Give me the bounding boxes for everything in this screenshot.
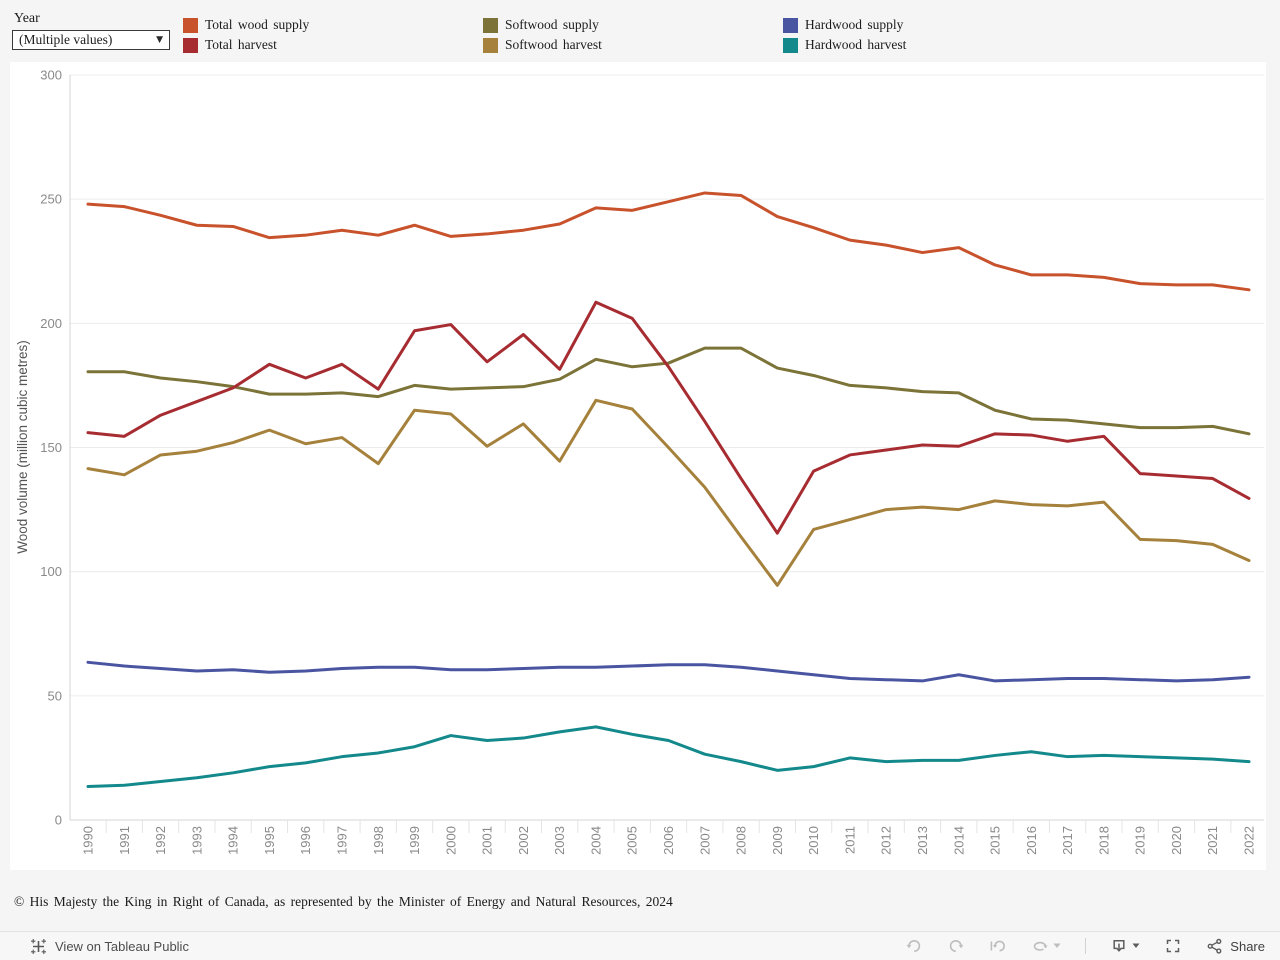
svg-text:1992: 1992	[153, 826, 168, 855]
legend-item-total-harvest: Total harvest	[183, 37, 277, 53]
share-button[interactable]: Share	[1206, 937, 1265, 955]
year-filter-dropdown[interactable]: (Multiple values) ▼	[12, 30, 170, 50]
toolbar-actions: Share	[881, 937, 1265, 955]
total-harvest-swatch	[183, 37, 198, 53]
svg-text:1991: 1991	[117, 826, 132, 855]
legend-item-softwood-supply: Softwood supply	[483, 17, 599, 33]
legend-label: Softwood supply	[505, 17, 599, 32]
svg-text:200: 200	[40, 316, 62, 331]
svg-text:2008: 2008	[734, 826, 749, 855]
legend-label: Total harvest	[205, 37, 277, 52]
svg-text:2014: 2014	[951, 826, 966, 855]
svg-text:2016: 2016	[1024, 826, 1039, 855]
refresh-button[interactable]	[1031, 937, 1061, 955]
redo-icon	[950, 940, 964, 952]
svg-text:1998: 1998	[371, 826, 386, 855]
svg-text:150: 150	[40, 440, 62, 455]
revert-button[interactable]	[989, 937, 1007, 955]
tableau-logo-icon	[31, 938, 46, 954]
share-label: Share	[1230, 938, 1265, 954]
legend-label: Softwood harvest	[505, 37, 602, 52]
legend-item-hardwood-supply: Hardwood supply	[783, 17, 903, 33]
svg-text:50: 50	[48, 688, 62, 703]
refresh-icon	[1034, 941, 1048, 951]
svg-text:2012: 2012	[879, 826, 894, 855]
legend-item-softwood-harvest: Softwood harvest	[483, 37, 602, 53]
year-filter-label: Year	[14, 11, 40, 26]
download-icon	[1113, 940, 1125, 952]
softwood-supply-swatch	[483, 17, 498, 33]
svg-text:Wood volume (million cubic met: Wood volume (million cubic metres)	[15, 340, 30, 554]
svg-text:2006: 2006	[661, 826, 676, 855]
svg-text:2010: 2010	[806, 826, 821, 855]
fullscreen-icon	[1167, 939, 1180, 953]
svg-text:2003: 2003	[552, 826, 567, 855]
revert-icon	[990, 940, 1006, 952]
svg-text:1993: 1993	[189, 826, 204, 855]
legend-label: Hardwood harvest	[805, 37, 907, 52]
copyright-text: © His Majesty the King in Right of Canad…	[14, 894, 673, 909]
chart-panel: 0 50 100 150 200 250 300 1990 1991 1992 1993 1994 19…	[10, 62, 1266, 870]
tableau-toolbar: View on Tableau Public	[0, 931, 1280, 960]
download-caret-icon	[1132, 943, 1140, 948]
svg-text:2004: 2004	[588, 826, 603, 855]
view-on-tableau-link[interactable]: View on Tableau Public	[30, 938, 189, 955]
svg-text:2018: 2018	[1096, 826, 1111, 855]
undo-button[interactable]	[905, 937, 923, 955]
legend-label: Total wood supply	[205, 17, 310, 32]
total-wood-supply-swatch	[183, 17, 198, 33]
fullscreen-button[interactable]	[1164, 937, 1182, 955]
svg-text:1990: 1990	[81, 826, 96, 855]
hardwood-supply-swatch	[783, 17, 798, 33]
year-filter-value: (Multiple values)	[19, 32, 113, 47]
svg-text:2005: 2005	[625, 826, 640, 855]
svg-text:1996: 1996	[298, 826, 313, 855]
svg-text:2009: 2009	[770, 826, 785, 855]
svg-text:1997: 1997	[334, 826, 349, 855]
svg-text:0: 0	[55, 813, 62, 828]
refresh-caret-icon	[1053, 943, 1061, 948]
redo-button[interactable]	[947, 937, 965, 955]
svg-text:1995: 1995	[262, 826, 277, 855]
svg-text:250: 250	[40, 192, 62, 207]
undo-icon	[906, 940, 921, 952]
share-icon	[1207, 938, 1222, 954]
softwood-harvest-swatch	[483, 37, 498, 53]
hardwood-harvest-swatch	[783, 37, 798, 53]
svg-text:2017: 2017	[1060, 826, 1075, 855]
svg-text:2021: 2021	[1205, 826, 1220, 855]
wood-volume-line-chart[interactable]: 0 50 100 150 200 250 300 1990 1991 1992 1993 1994 19…	[10, 62, 1266, 870]
svg-text:1994: 1994	[226, 826, 241, 855]
svg-text:2022: 2022	[1242, 826, 1257, 855]
svg-text:300: 300	[40, 68, 62, 83]
svg-text:2019: 2019	[1133, 826, 1148, 855]
svg-text:2000: 2000	[443, 826, 458, 855]
svg-text:2001: 2001	[480, 826, 495, 855]
dropdown-caret-icon: ▼	[156, 35, 163, 45]
svg-text:2013: 2013	[915, 826, 930, 855]
toolbar-divider	[1085, 938, 1087, 954]
download-button[interactable]	[1110, 937, 1140, 955]
legend-item-hardwood-harvest: Hardwood harvest	[783, 37, 906, 53]
view-on-tableau-label: View on Tableau Public	[55, 938, 189, 954]
svg-text:2020: 2020	[1169, 826, 1184, 855]
svg-text:1999: 1999	[407, 826, 422, 855]
svg-text:2011: 2011	[842, 826, 857, 854]
svg-text:2007: 2007	[697, 826, 712, 855]
svg-text:100: 100	[40, 564, 62, 579]
legend-label: Hardwood supply	[805, 17, 904, 32]
svg-text:2002: 2002	[516, 826, 531, 855]
legend-item-total-wood-supply: Total wood supply	[183, 17, 309, 33]
svg-text:2015: 2015	[988, 826, 1003, 855]
